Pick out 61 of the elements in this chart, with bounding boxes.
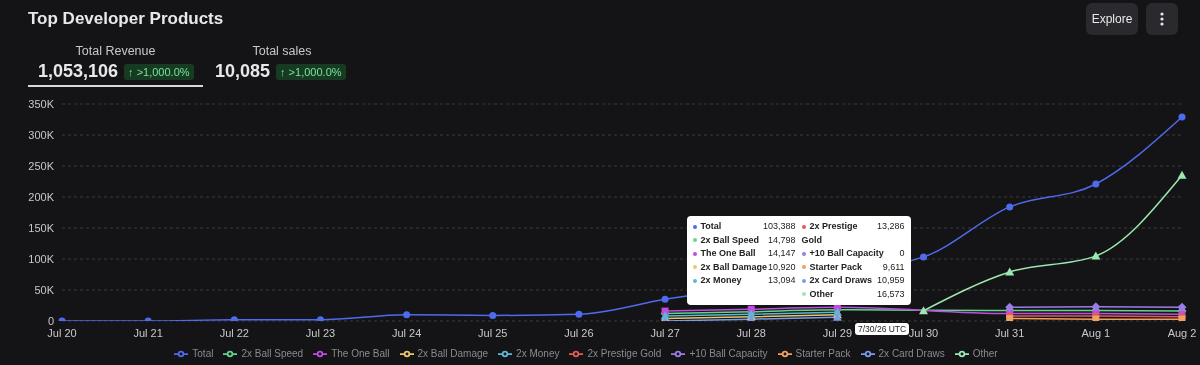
x-tick-label: Aug 1 (1081, 326, 1111, 339)
text: 2x Card Draws (878, 347, 945, 359)
x-tick-label: Jul 31 (995, 326, 1025, 339)
annotation: 13,286 (877, 220, 905, 233)
y-tick-label: 350K (28, 97, 55, 110)
text: The One Ball (331, 347, 390, 359)
x-tick-label: Aug 2 (1167, 326, 1197, 339)
text: ↑ >1,000.0% (124, 63, 194, 80)
text: Other (809, 288, 834, 299)
x-tick-label: Jul 23 (305, 326, 336, 339)
y-tick-label: 300K (28, 128, 55, 141)
text: 2x Prestige Gold (587, 347, 662, 359)
text: 2x Ball Damage (417, 347, 489, 359)
x-tick-label: Jul 28 (736, 326, 766, 339)
text: 2x Ball Speed (241, 347, 304, 359)
y-tick-label: 50K (34, 283, 55, 296)
y-tick-label: 150K (28, 221, 55, 234)
x-tick-label: Jul 25 (478, 326, 508, 339)
legend-label: The One Ball (700, 248, 756, 258)
x-tick-label: Jul 30 (908, 326, 939, 339)
annotation: 13,094 (768, 274, 796, 287)
legend-label: 2x Money (700, 275, 742, 285)
legend-label: 2x Prestige Gold (801, 221, 858, 245)
text: +10 Ball Capacity (689, 347, 768, 359)
annotation: 14,147 (768, 247, 796, 260)
text: 1,053,106 (38, 61, 119, 82)
text: Total Revenue (74, 44, 157, 58)
x-tick-label: Jul 26 (564, 326, 594, 339)
y-tick-label: 0 (47, 314, 54, 327)
y-tick-label: 250K (28, 159, 55, 172)
legend-label: +10 Ball Capacity (809, 248, 884, 258)
annotation: 0 (899, 247, 905, 260)
text: Starter Pack (795, 347, 851, 359)
x-tick-label: Jul 24 (391, 326, 422, 339)
text: ↑ >1,000.0% (276, 63, 346, 80)
x-tick-label: Jul 20 (47, 326, 77, 339)
annotation: 10,920 (768, 260, 796, 274)
x-tick-label: Jul 21 (133, 326, 163, 339)
annotation: 10,959 (877, 274, 905, 287)
legend-label: 2x Card Draws (809, 275, 873, 285)
annotation: 103,388 (762, 220, 796, 233)
x-tick-label: Jul 22 (219, 326, 249, 339)
text: Explore (1086, 3, 1138, 35)
x-tick-label: Jul 27 (650, 326, 680, 339)
y-tick-label: 200K (28, 190, 55, 203)
text: 7/30/26 UTC (855, 323, 910, 335)
annotation: 16,573 (877, 287, 905, 301)
annotation: 9,611 (882, 260, 905, 274)
y-tick-label: 100K (28, 252, 55, 265)
legend-label: 2x Ball Speed (700, 234, 760, 245)
text: 2x Money (516, 347, 560, 359)
legend-label: 2x Ball Damage (700, 261, 768, 272)
text: 10,085 (215, 61, 271, 82)
legend-label: Other (972, 347, 998, 359)
annotation: 14,798 (768, 233, 796, 247)
legend-label: Total (700, 221, 722, 231)
legend-label: Starter Pack (809, 261, 863, 272)
chart-title: Top Developer Products (28, 9, 224, 29)
text: Total sales (251, 44, 313, 58)
x-tick-label: Jul 29 (822, 326, 853, 339)
text: Total (192, 347, 214, 359)
